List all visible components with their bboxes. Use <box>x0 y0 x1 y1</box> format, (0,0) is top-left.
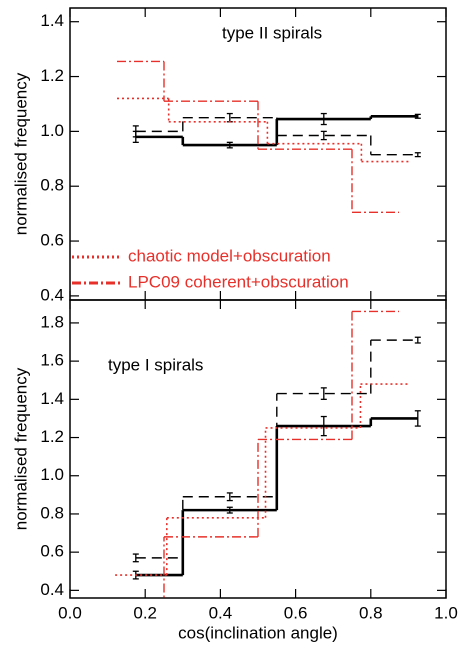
x-tick-label: 0.8 <box>359 603 383 622</box>
y-tick-label: 0.4 <box>40 580 64 599</box>
y-tick-label: 0.6 <box>40 231 64 250</box>
y-tick-label: 1.2 <box>40 427 64 446</box>
error-bar <box>320 387 327 400</box>
y-tick-label: 0.6 <box>40 542 64 561</box>
y-tick-label: 1.2 <box>40 66 64 85</box>
legend-label: chaotic model+obscuration <box>128 246 331 265</box>
error-bar <box>132 125 139 138</box>
panel-label: type I spirals <box>108 355 203 374</box>
x-tick-label: 0.4 <box>209 603 233 622</box>
plot-area <box>115 310 421 598</box>
x-tick-label: 0.6 <box>284 603 308 622</box>
x-tick-label: 0.2 <box>133 603 157 622</box>
panel-label: type II spirals <box>222 23 322 42</box>
error-bar <box>414 336 421 344</box>
plot-area <box>117 60 421 213</box>
y-tick-label: 0.4 <box>40 285 64 304</box>
y-tick-label: 1.4 <box>40 11 64 30</box>
plot-frame <box>69 299 447 599</box>
x-tick-label: 1.0 <box>434 603 458 622</box>
y-tick-label: 1.0 <box>40 121 64 140</box>
error-bar <box>226 141 233 149</box>
error-bar <box>414 152 421 158</box>
error-bar <box>226 492 233 502</box>
y-tick-label: 1.4 <box>40 389 64 408</box>
y-tick-label: 1.6 <box>40 351 64 370</box>
x-tick-label: 0.0 <box>58 603 82 622</box>
y-tick-label: 1.0 <box>40 465 64 484</box>
error-bar <box>414 113 421 119</box>
y-tick-label: 0.8 <box>40 503 64 522</box>
error-bar <box>414 410 421 427</box>
y-tick-label: 1.8 <box>40 312 64 331</box>
error-bar <box>320 130 327 141</box>
x-axis-label: cos(inclination angle) <box>178 623 338 642</box>
y-axis-label: normalised frequency <box>11 72 30 235</box>
legend-label: LPC09 coherent+obscuration <box>128 272 349 291</box>
y-tick-label: 0.8 <box>40 176 64 195</box>
error-bar <box>132 553 139 563</box>
error-bar <box>320 415 327 437</box>
error-bar <box>226 506 233 514</box>
y-axis-label: normalised frequency <box>11 367 30 530</box>
error-bar <box>320 112 327 126</box>
